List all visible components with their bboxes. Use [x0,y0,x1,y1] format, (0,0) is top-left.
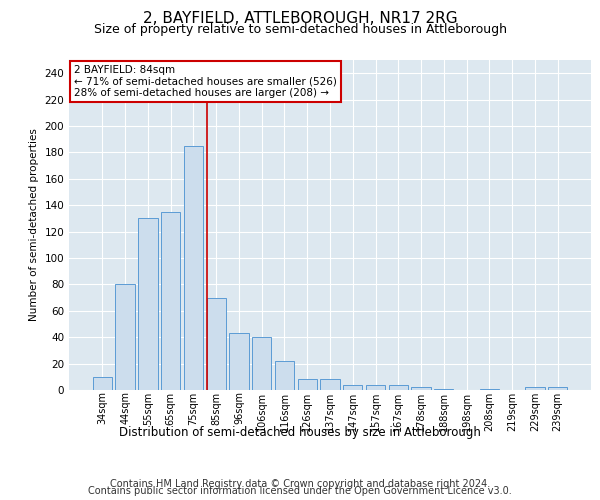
Bar [184,146,203,390]
Text: 2, BAYFIELD, ATTLEBOROUGH, NR17 2RG: 2, BAYFIELD, ATTLEBOROUGH, NR17 2RG [143,11,457,26]
Bar [548,388,567,390]
Bar [343,384,362,390]
Bar [479,388,499,390]
Bar [161,212,181,390]
Bar [434,388,454,390]
Bar [275,361,294,390]
Bar [366,384,385,390]
Bar [298,380,317,390]
Bar [320,380,340,390]
Text: Distribution of semi-detached houses by size in Attleborough: Distribution of semi-detached houses by … [119,426,481,439]
Bar [229,333,248,390]
Text: Size of property relative to semi-detached houses in Attleborough: Size of property relative to semi-detach… [94,22,506,36]
Bar [412,388,431,390]
Text: Contains HM Land Registry data © Crown copyright and database right 2024.: Contains HM Land Registry data © Crown c… [110,479,490,489]
Bar [206,298,226,390]
Text: Contains public sector information licensed under the Open Government Licence v3: Contains public sector information licen… [88,486,512,496]
Y-axis label: Number of semi-detached properties: Number of semi-detached properties [29,128,39,322]
Bar [525,388,545,390]
Text: 2 BAYFIELD: 84sqm
← 71% of semi-detached houses are smaller (526)
28% of semi-de: 2 BAYFIELD: 84sqm ← 71% of semi-detached… [74,65,337,98]
Bar [93,377,112,390]
Bar [252,337,271,390]
Bar [138,218,158,390]
Bar [115,284,135,390]
Bar [389,384,408,390]
